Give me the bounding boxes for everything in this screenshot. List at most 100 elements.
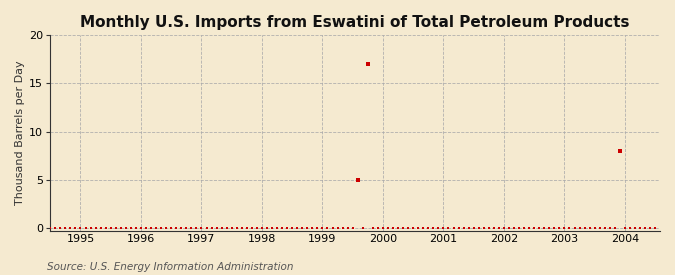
Point [111, 226, 122, 230]
Point [136, 226, 146, 230]
Point [317, 226, 328, 230]
Point [594, 226, 605, 230]
Point [297, 226, 308, 230]
Point [650, 226, 661, 230]
Point [181, 226, 192, 230]
Point [186, 226, 197, 230]
Point [140, 226, 151, 230]
Point [281, 226, 292, 230]
Point [105, 226, 116, 230]
Point [50, 226, 61, 230]
Point [196, 226, 207, 230]
Point [246, 226, 257, 230]
Point [161, 226, 171, 230]
Point [418, 226, 429, 230]
Point [75, 226, 86, 230]
Point [554, 226, 565, 230]
Point [166, 226, 177, 230]
Point [322, 226, 333, 230]
Point [398, 226, 408, 230]
Point [85, 226, 96, 230]
Point [221, 226, 232, 230]
Point [473, 226, 484, 230]
Point [70, 226, 81, 230]
Point [493, 226, 504, 230]
Point [45, 226, 55, 230]
Point [610, 226, 620, 230]
Point [585, 226, 595, 230]
Point [216, 226, 227, 230]
Point [242, 226, 252, 230]
Point [327, 226, 338, 230]
Point [236, 226, 247, 230]
Point [443, 226, 454, 230]
Point [206, 226, 217, 230]
Point [383, 226, 394, 230]
Point [518, 226, 529, 230]
Point [428, 226, 439, 230]
Point [252, 226, 263, 230]
Point [176, 226, 187, 230]
Point [569, 226, 580, 230]
Point [489, 226, 500, 230]
Point [387, 226, 398, 230]
Point [171, 226, 182, 230]
Point [508, 226, 519, 230]
Point [307, 226, 318, 230]
Point [156, 226, 167, 230]
Point [479, 226, 489, 230]
Point [579, 226, 590, 230]
Text: Source: U.S. Energy Information Administration: Source: U.S. Energy Information Administ… [47, 262, 294, 272]
Point [367, 226, 378, 230]
Point [438, 226, 449, 230]
Point [564, 226, 575, 230]
Point [599, 226, 610, 230]
Point [529, 226, 539, 230]
Point [604, 226, 615, 230]
Point [151, 226, 161, 230]
Point [630, 226, 641, 230]
Point [640, 226, 651, 230]
Point [271, 226, 282, 230]
Point [352, 177, 363, 182]
Point [277, 226, 288, 230]
Point [448, 226, 459, 230]
Point [120, 226, 131, 230]
Point [458, 226, 469, 230]
Point [267, 226, 277, 230]
Point [534, 226, 545, 230]
Point [544, 226, 555, 230]
Title: Monthly U.S. Imports from Eswatini of Total Petroleum Products: Monthly U.S. Imports from Eswatini of To… [80, 15, 630, 30]
Point [393, 226, 404, 230]
Point [433, 226, 443, 230]
Point [574, 226, 585, 230]
Point [539, 226, 549, 230]
Point [60, 226, 71, 230]
Point [453, 226, 464, 230]
Point [211, 226, 222, 230]
Point [423, 226, 434, 230]
Point [559, 226, 570, 230]
Point [201, 226, 212, 230]
Point [226, 226, 237, 230]
Point [126, 226, 136, 230]
Point [348, 226, 358, 230]
Point [115, 226, 126, 230]
Point [65, 226, 76, 230]
Point [524, 226, 535, 230]
Point [589, 226, 600, 230]
Point [287, 226, 298, 230]
Point [377, 226, 388, 230]
Point [55, 226, 65, 230]
Point [620, 226, 630, 230]
Point [413, 226, 424, 230]
Point [514, 226, 524, 230]
Point [332, 226, 343, 230]
Point [262, 226, 273, 230]
Point [191, 226, 202, 230]
Point [292, 226, 302, 230]
Point [90, 226, 101, 230]
Point [312, 226, 323, 230]
Point [468, 226, 479, 230]
Point [614, 148, 625, 153]
